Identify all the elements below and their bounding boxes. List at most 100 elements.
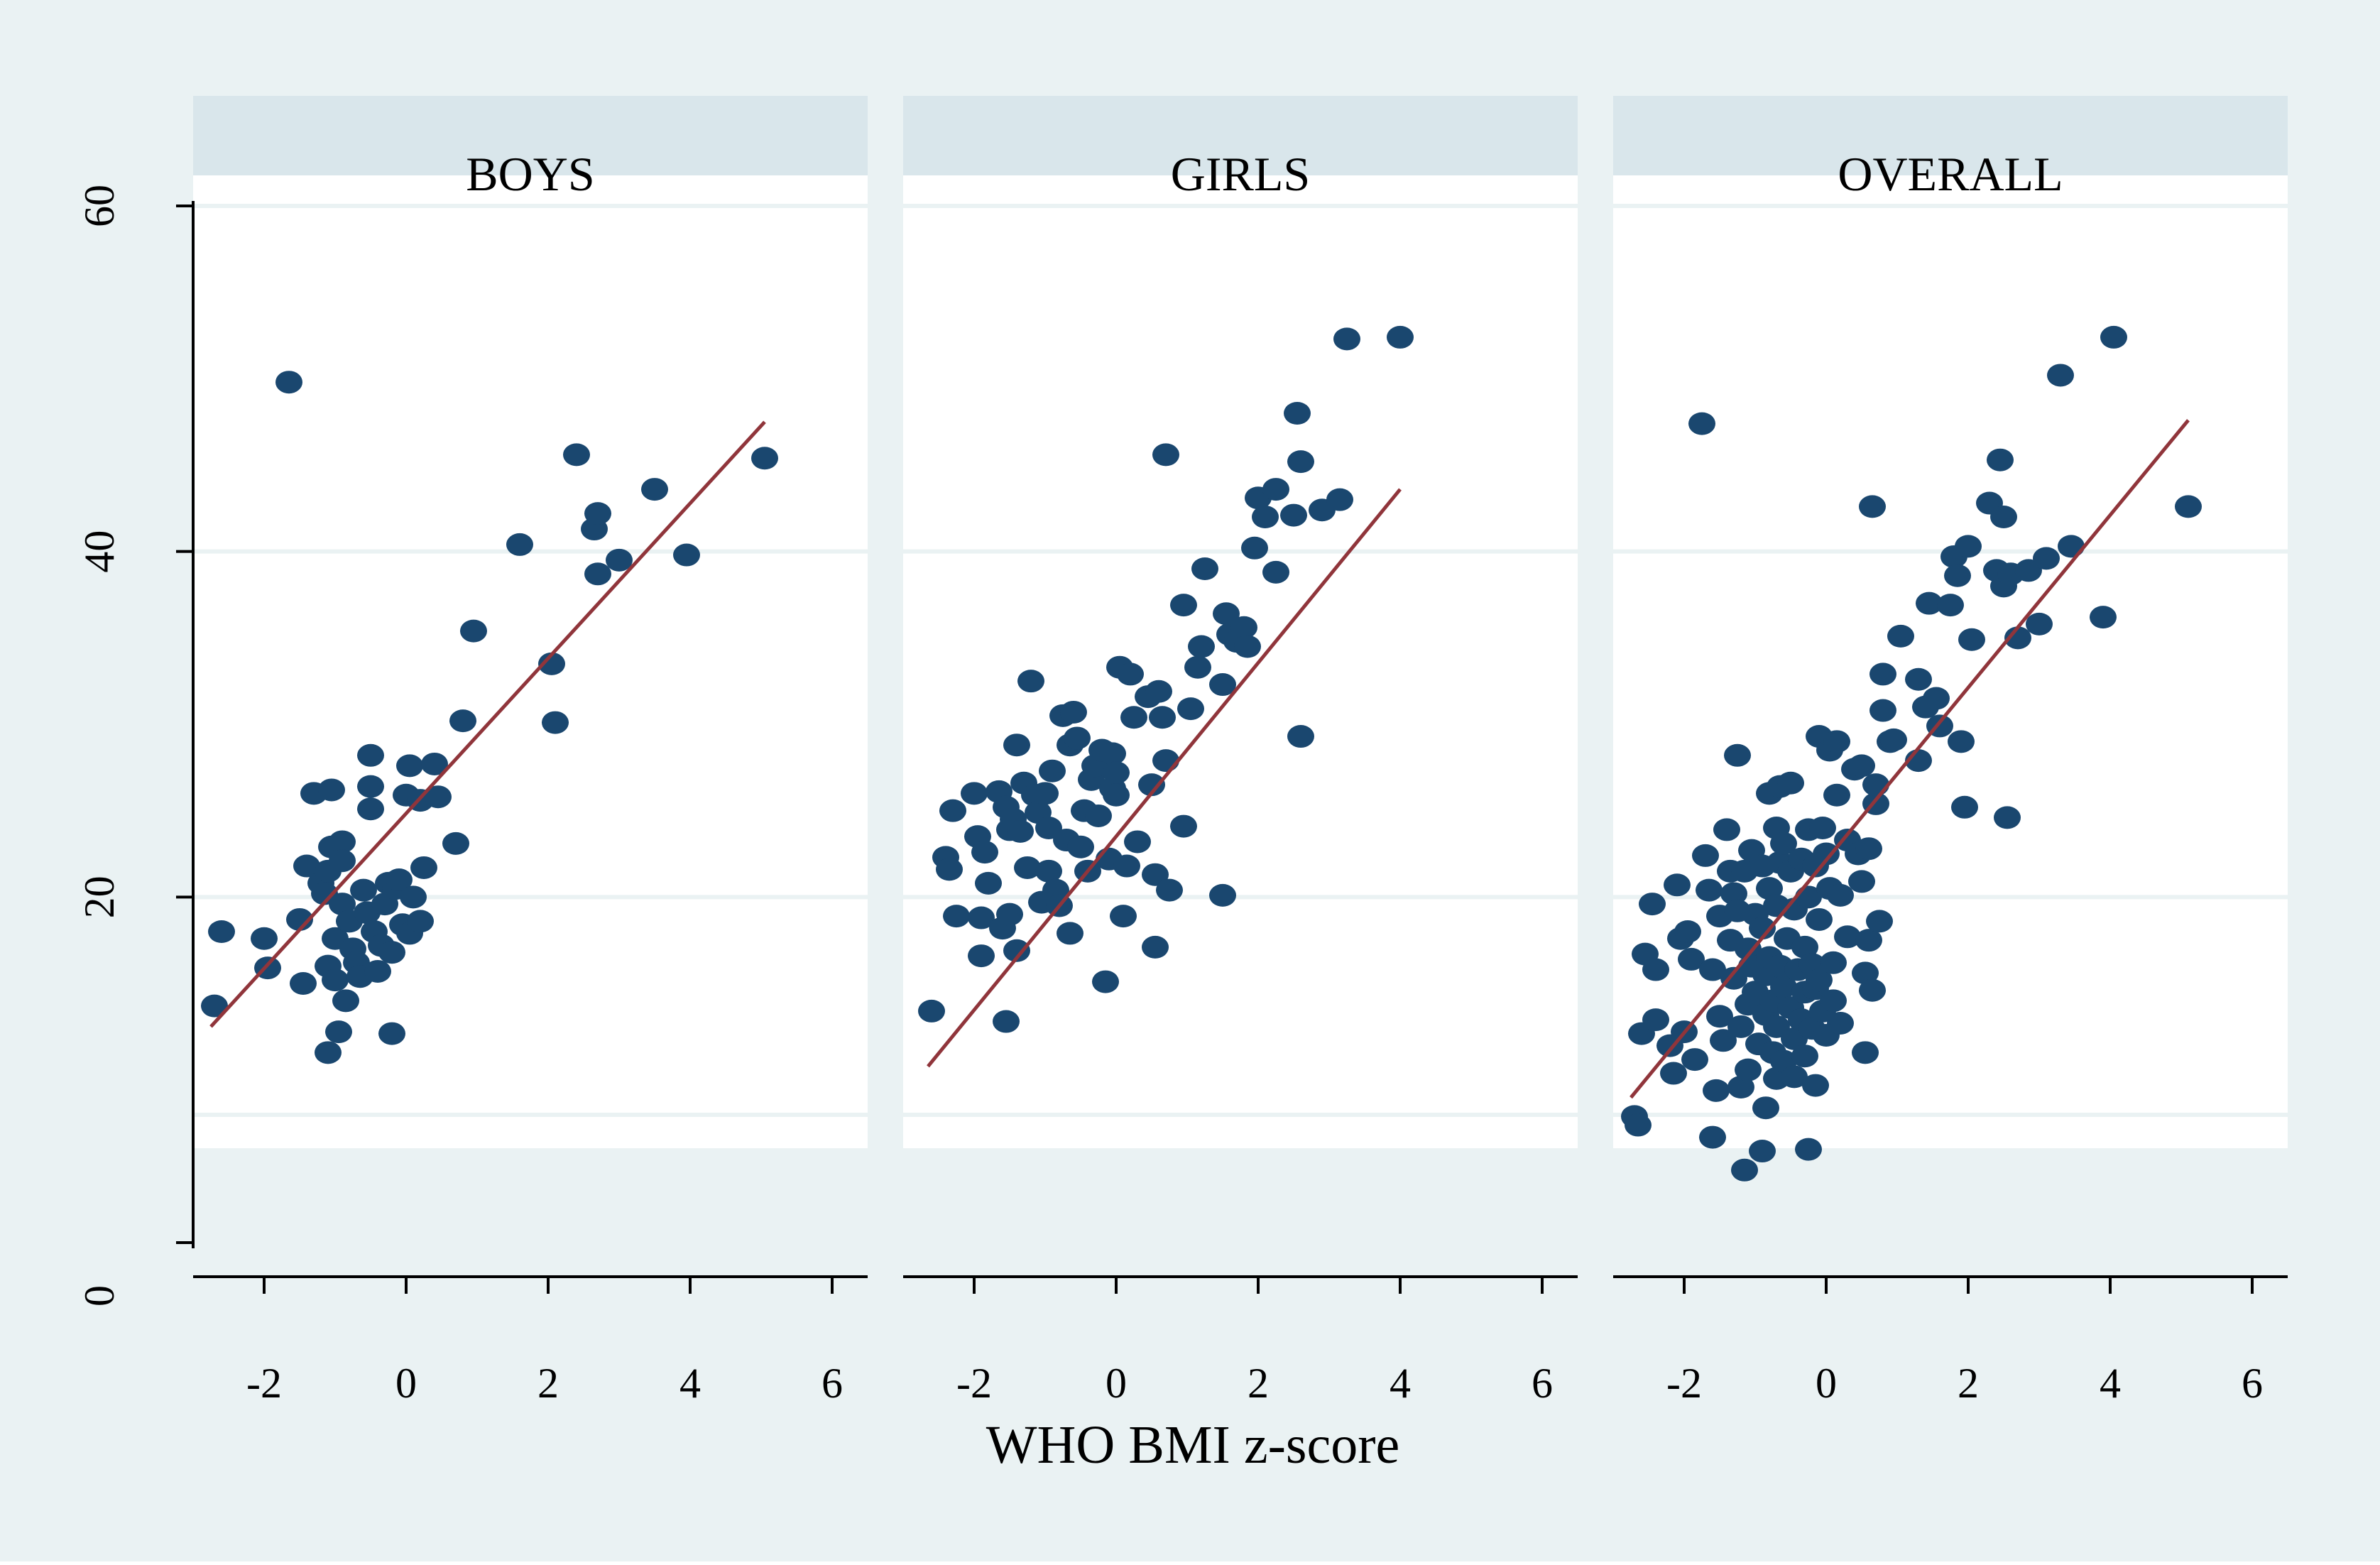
data-point-girls-56 (1120, 706, 1147, 729)
data-point-boys-1 (208, 920, 235, 943)
plot-lower-band-girls (903, 1148, 1578, 1248)
data-point-boys-45 (400, 885, 427, 909)
x-tick-label-girls-3: 4 (1390, 1360, 1411, 1407)
data-point-overall-138 (1994, 806, 2021, 829)
data-point-overall-135 (1987, 448, 2014, 471)
data-point-overall-34 (1731, 1158, 1758, 1182)
data-point-boys-13 (318, 778, 345, 802)
x-tick-label-boys-2: 2 (537, 1360, 559, 1407)
data-point-boys-21 (329, 893, 356, 916)
data-point-overall-79 (1795, 1138, 1822, 1161)
panel-title-boys: BOYS (466, 147, 594, 201)
data-point-girls-84 (1262, 478, 1289, 501)
data-point-girls-79 (1234, 635, 1261, 658)
data-point-overall-116 (1869, 699, 1896, 722)
data-point-boys-5 (286, 907, 313, 931)
data-point-overall-98 (1827, 883, 1854, 907)
data-point-girls-8 (968, 944, 995, 968)
data-point-overall-110 (1859, 495, 1886, 518)
data-point-overall-107 (1852, 1041, 1879, 1064)
data-point-girls-18 (1003, 734, 1030, 757)
data-point-boys-51 (442, 831, 469, 855)
data-point-boys-50 (425, 785, 452, 809)
panel-boys: BOYS -2 0 2 4 6 (193, 96, 868, 1407)
data-point-overall-8 (1660, 1062, 1687, 1085)
data-point-girls-44 (1085, 804, 1112, 827)
data-point-girls-92 (1387, 325, 1414, 349)
data-point-boys-61 (606, 548, 633, 572)
x-tick-label-girls-0: -2 (956, 1360, 992, 1407)
data-point-boys-55 (538, 652, 565, 675)
y-tick-label-3: 60 (76, 185, 123, 227)
panel-strip-overall (1613, 96, 2288, 175)
data-point-boys-54 (506, 533, 533, 556)
data-point-girls-50 (1103, 761, 1130, 785)
data-point-overall-6 (1642, 1008, 1669, 1032)
data-point-girls-48 (1099, 742, 1126, 765)
data-point-girls-86 (1284, 402, 1311, 425)
data-point-girls-28 (1035, 859, 1062, 883)
data-point-girls-46 (1092, 970, 1119, 993)
data-point-girls-87 (1287, 450, 1314, 474)
data-point-boys-62 (641, 478, 668, 501)
data-point-girls-65 (1152, 443, 1179, 467)
data-point-overall-97 (1823, 783, 1850, 807)
data-point-girls-62 (1145, 680, 1172, 703)
plot-area-girls (903, 175, 1578, 1148)
data-point-overall-37 (1735, 1058, 1762, 1081)
data-point-overall-106 (1852, 961, 1879, 985)
data-point-overall-143 (2033, 547, 2060, 570)
data-point-overall-18 (1699, 958, 1726, 981)
data-point-overall-62 (1770, 975, 1797, 998)
data-point-girls-57 (1124, 830, 1151, 854)
data-point-overall-109 (1855, 929, 1882, 952)
data-point-overall-123 (1916, 591, 1943, 615)
data-point-overall-146 (2090, 606, 2117, 629)
data-point-girls-0 (918, 999, 945, 1023)
data-point-overall-50 (1756, 877, 1783, 900)
data-point-boys-56 (542, 711, 569, 734)
data-point-overall-87 (1806, 969, 1833, 992)
data-point-overall-148 (2175, 495, 2202, 518)
data-point-overall-22 (1706, 1005, 1733, 1028)
data-point-boys-19 (329, 830, 356, 854)
data-point-girls-71 (1188, 635, 1215, 658)
data-point-overall-27 (1720, 882, 1747, 905)
data-point-overall-84 (1802, 1074, 1829, 1097)
data-point-overall-105 (1848, 870, 1875, 893)
data-point-overall-104 (1848, 754, 1875, 778)
data-point-overall-96 (1823, 730, 1850, 753)
data-point-girls-68 (1170, 814, 1197, 838)
plot-lower-band-overall (1613, 1148, 2288, 1248)
data-point-overall-16 (1692, 844, 1719, 867)
x-tick-label-girls-4: 6 (1532, 1360, 1553, 1407)
x-tick-label-boys-3: 4 (679, 1360, 701, 1407)
data-point-overall-132 (1958, 628, 1985, 651)
data-point-boys-63 (673, 543, 700, 567)
data-point-girls-82 (1252, 506, 1279, 528)
data-point-overall-29 (1724, 743, 1751, 767)
data-point-girls-20 (1007, 819, 1034, 843)
y-tick-label-0: 0 (76, 1285, 123, 1307)
data-point-boys-7 (293, 854, 320, 878)
data-point-boys-59 (584, 502, 611, 525)
data-point-overall-130 (1951, 795, 1978, 819)
panel-title-overall: OVERALL (1838, 147, 2063, 201)
data-point-girls-7 (968, 906, 995, 929)
data-point-overall-14 (1681, 1048, 1708, 1071)
data-point-girls-67 (1170, 594, 1197, 617)
data-point-boys-38 (378, 941, 405, 964)
data-point-boys-29 (357, 743, 384, 767)
x-axis-title: WHO BMI z-score (986, 1415, 1399, 1475)
data-point-boys-17 (315, 1041, 342, 1064)
data-point-boys-4 (275, 371, 302, 394)
data-point-girls-63 (1149, 706, 1176, 729)
y-ticks-layer: 0 20 40 60 (76, 185, 193, 1307)
data-point-overall-114 (1866, 910, 1893, 933)
points-overall (1621, 325, 2202, 1182)
data-point-girls-88 (1287, 725, 1314, 748)
data-point-overall-31 (1727, 1015, 1754, 1038)
x-tick-label-girls-2: 2 (1248, 1360, 1269, 1407)
data-point-overall-90 (1813, 842, 1840, 866)
data-point-overall-15 (1688, 412, 1715, 435)
